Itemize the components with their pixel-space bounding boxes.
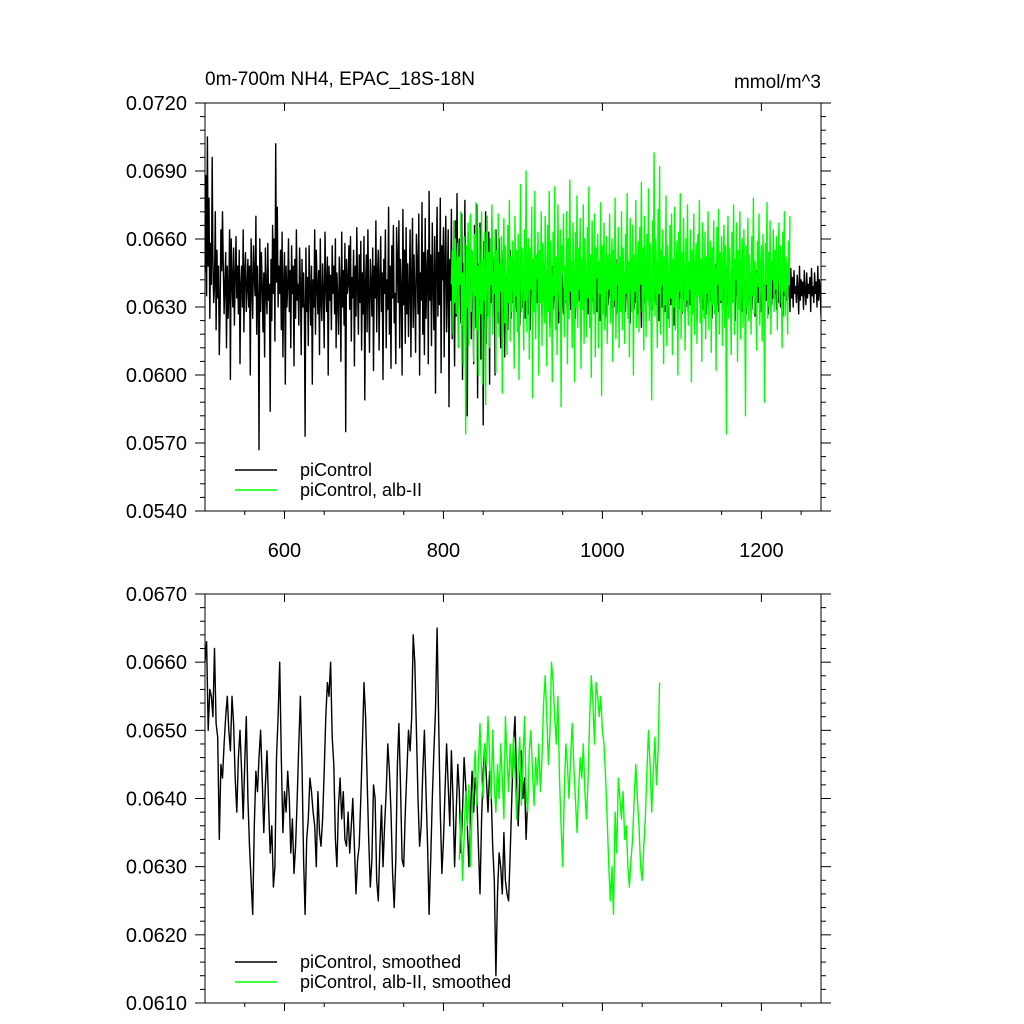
top-y-tick-label-0: 0.0540 — [126, 501, 187, 523]
top-x-tick-label-3: 1200 — [739, 540, 784, 562]
top-plot-area: 600 800 1000 1200 0.0540 0.0570 0.0600 0.0630 0.… — [126, 93, 831, 562]
legend-label-picontrol: piControl — [300, 460, 372, 480]
bottom-y-tick-label-4: 0.0650 — [126, 720, 187, 742]
chart-panel-bottom: 0.0610 0.0620 0.0630 0.0640 0.0650 0.0660 0.06… — [126, 584, 831, 1015]
chart-panel-top: 0m-700m NH4, EPAC_18S-18N mmol/m^3 600 80… — [126, 69, 831, 562]
units-label: mmol/m^3 — [734, 72, 821, 93]
bottom-y-tick-label-1: 0.0620 — [126, 925, 187, 947]
top-series-line-1 — [450, 152, 791, 435]
legend-label-picontrol-smoothed: piControl, smoothed — [300, 952, 461, 972]
bottom-series-line-1 — [458, 661, 661, 916]
bottom-y-tick-label-2: 0.0630 — [126, 857, 187, 879]
bottom-y-tick-label-0: 0.0610 — [126, 993, 187, 1015]
chart-title: 0m-700m NH4, EPAC_18S-18N — [205, 69, 475, 90]
bottom-y-tick-label-3: 0.0640 — [126, 789, 187, 811]
bottom-y-tick-label-6: 0.0670 — [126, 584, 187, 606]
bottom-series-line-0 — [205, 627, 529, 977]
top-y-tick-label-4: 0.0660 — [126, 229, 187, 251]
top-legend: piControl piControl, alb-II — [235, 460, 422, 500]
top-x-tick-label-1: 800 — [427, 540, 460, 562]
top-y-tick-label-6: 0.0720 — [126, 93, 187, 115]
top-y-tick-label-5: 0.0690 — [126, 161, 187, 183]
bottom-plot-area: 0.0610 0.0620 0.0630 0.0640 0.0650 0.0660 0.06… — [126, 584, 831, 1015]
top-y-tick-label-3: 0.0630 — [126, 297, 187, 319]
legend-label-picontrol-alb-smoothed: piControl, alb-II, smoothed — [300, 972, 511, 992]
top-x-tick-label-2: 1000 — [580, 540, 625, 562]
legend-label-picontrol-alb: piControl, alb-II — [300, 480, 422, 500]
top-y-tick-label-2: 0.0600 — [126, 365, 187, 387]
top-y-tick-label-1: 0.0570 — [126, 433, 187, 455]
bottom-legend: piControl, smoothed piControl, alb-II, s… — [235, 952, 511, 992]
bottom-y-tick-label-5: 0.0660 — [126, 652, 187, 674]
top-x-tick-label-0: 600 — [268, 540, 301, 562]
